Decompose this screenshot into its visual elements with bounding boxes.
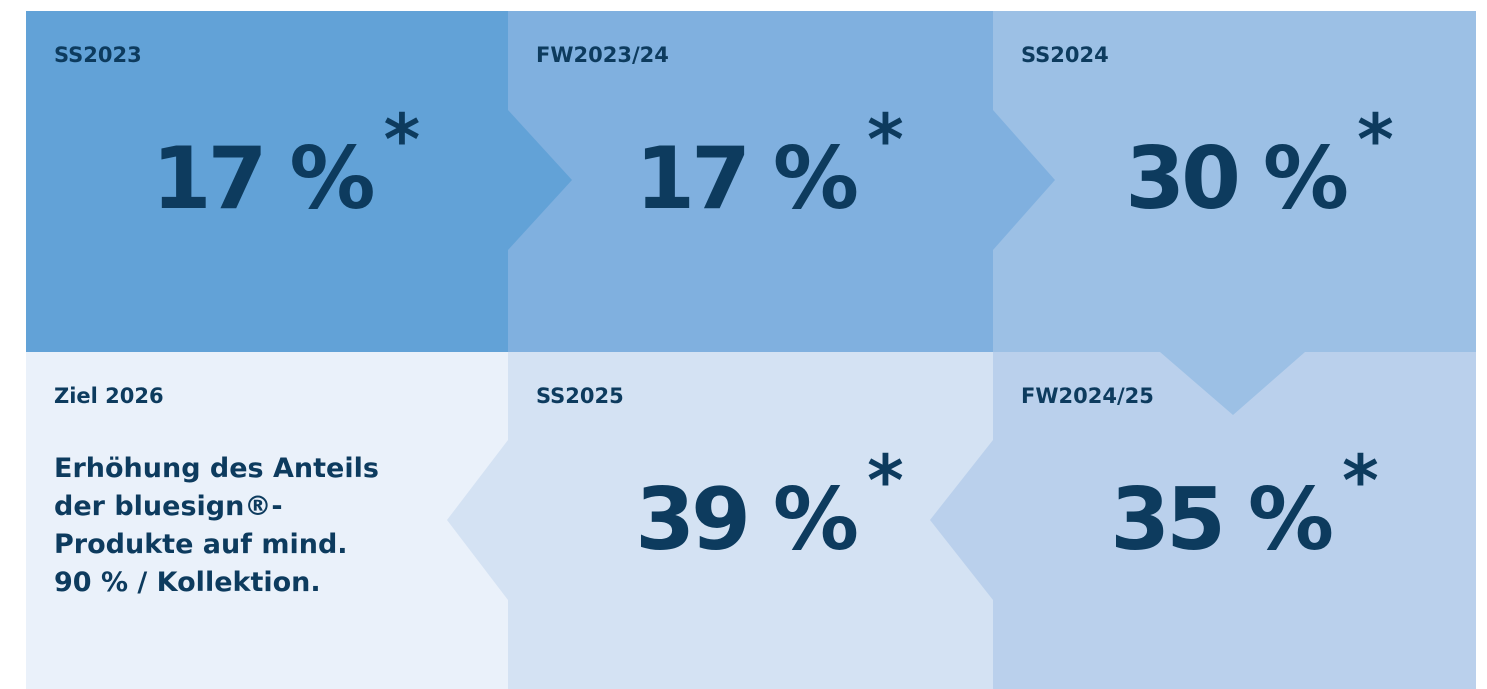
tile <box>993 11 1476 352</box>
tile <box>508 11 993 352</box>
tile <box>508 352 993 689</box>
arrow <box>447 440 508 600</box>
tile-content: SS2025 39 % * <box>508 352 993 689</box>
value: 30 % <box>1125 129 1349 229</box>
tile-content: SS2023 17 % * <box>26 11 508 352</box>
tile-label: FW2023/24 <box>536 43 669 67</box>
tile-content: FW2024/25 35 % * <box>993 352 1476 689</box>
tile-value: 30 % * <box>993 99 1476 229</box>
tile <box>26 352 508 689</box>
tile-content: FW2023/24 17 % * <box>508 11 993 352</box>
asterisk: * <box>867 99 904 181</box>
arrow <box>1160 352 1305 415</box>
tile-label: FW2024/25 <box>1021 384 1154 408</box>
tile-value: 17 % * <box>508 99 993 229</box>
value: 39 % <box>635 470 859 570</box>
tile <box>26 11 508 352</box>
arrow <box>508 110 572 250</box>
value: 17 % <box>151 129 376 229</box>
arrow <box>930 440 993 600</box>
goal-text: Erhöhung des Anteils der bluesign®- Prod… <box>54 450 379 602</box>
asterisk: * <box>867 440 904 522</box>
tile-value: 17 % * <box>26 99 508 229</box>
tile-label: Ziel 2026 <box>54 384 164 408</box>
asterisk: * <box>1342 440 1379 522</box>
tile-value: 35 % * <box>993 440 1476 570</box>
goal-line: Erhöhung des Anteils <box>54 453 379 484</box>
value: 35 % <box>1110 470 1334 570</box>
tile-label: SS2025 <box>536 384 624 408</box>
tile-label: SS2024 <box>1021 43 1109 67</box>
tile-value: 39 % * <box>508 440 993 570</box>
goal-line: 90 % / Kollektion. <box>54 567 321 598</box>
tile-label: SS2023 <box>54 43 142 67</box>
tile-content: SS2024 30 % * <box>993 11 1476 352</box>
goal-line: der bluesign®- <box>54 491 283 522</box>
asterisk: * <box>383 99 421 181</box>
asterisk: * <box>1357 99 1394 181</box>
arrow <box>993 110 1055 250</box>
goal-line: Produkte auf mind. <box>54 529 348 560</box>
tile-content: Ziel 2026 Erhöhung des Anteils der blues… <box>26 352 508 689</box>
value: 17 % <box>635 129 859 229</box>
